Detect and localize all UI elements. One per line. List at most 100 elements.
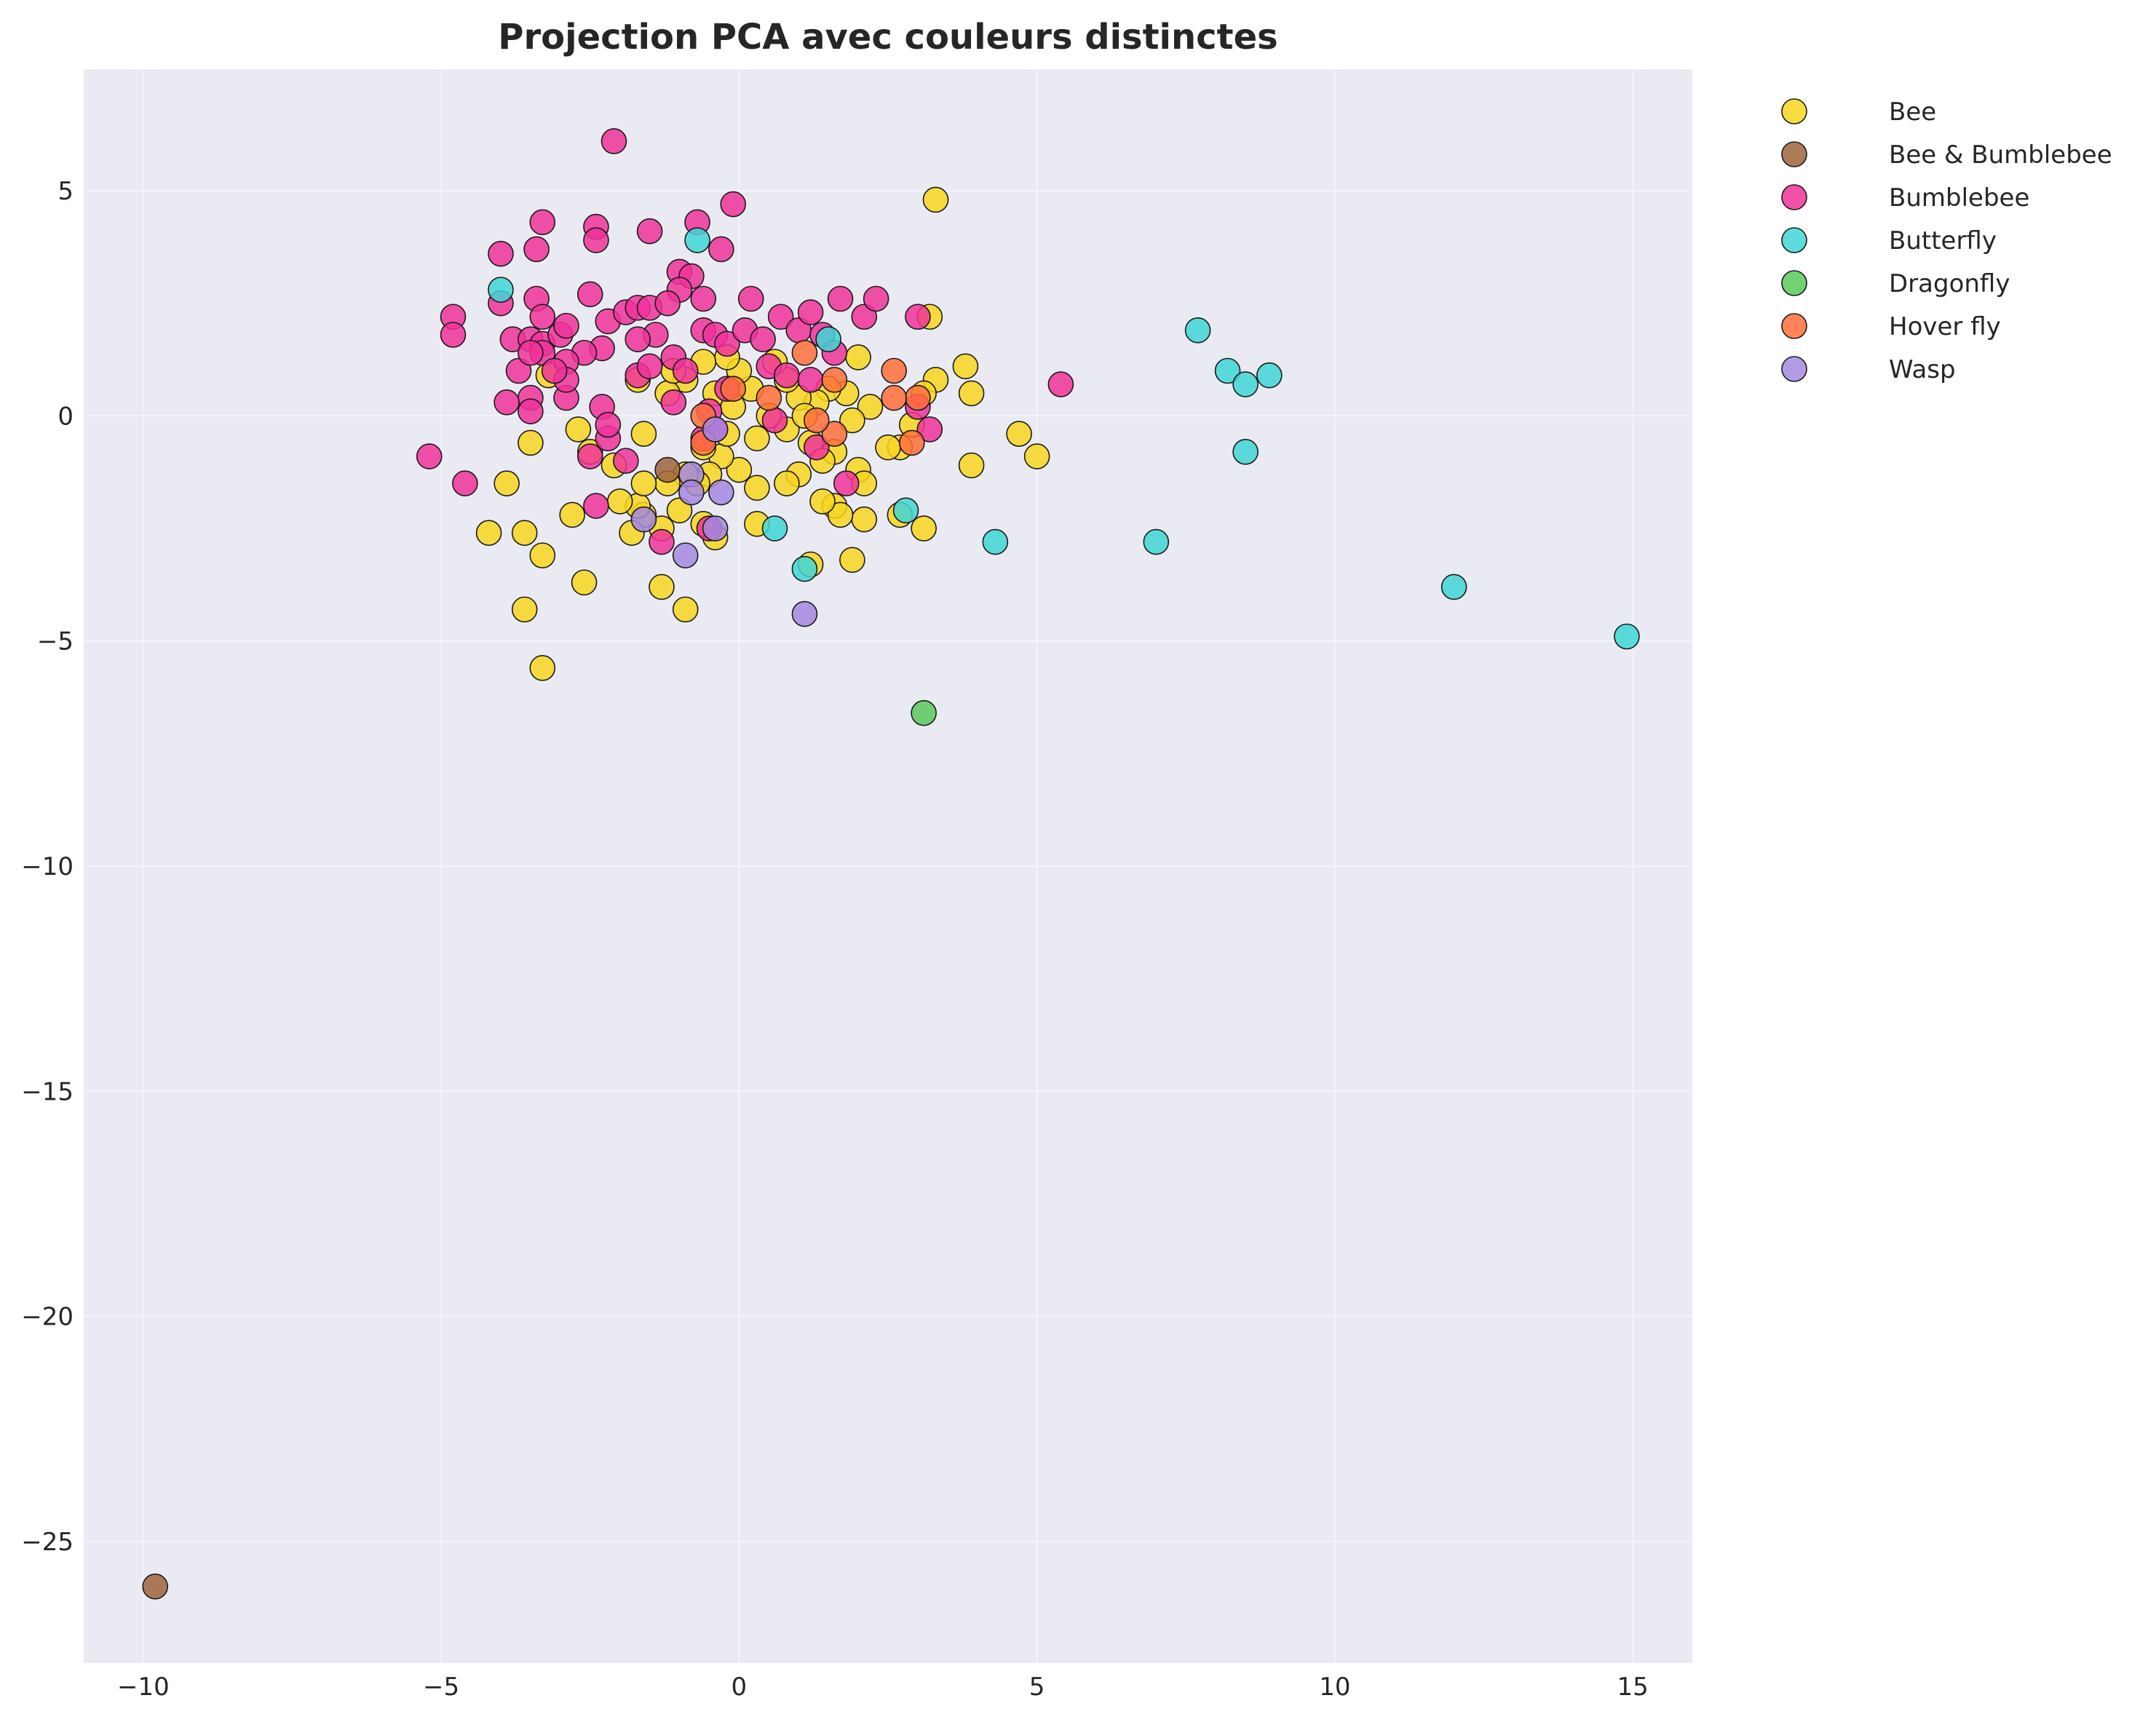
point-bumblebee	[690, 285, 717, 312]
point-bumblebee	[720, 191, 746, 218]
point-wasp	[702, 416, 729, 443]
point-bumblebee	[613, 448, 639, 475]
point-bee	[839, 547, 865, 574]
point-bee	[475, 520, 502, 547]
point-bee	[857, 394, 884, 420]
point-bee	[571, 569, 598, 596]
point-bumblebee	[916, 416, 943, 443]
point-bee	[529, 542, 556, 568]
point-butterfly	[761, 515, 788, 541]
point-bee	[922, 186, 949, 213]
point-hover-fly	[821, 421, 848, 447]
point-bee-bumblebee	[142, 1574, 169, 1600]
point-wasp	[672, 542, 699, 568]
point-butterfly	[1256, 362, 1283, 389]
point-hover-fly	[905, 384, 931, 411]
point-bumblebee	[827, 285, 854, 312]
y-tick-label: −20	[21, 1303, 74, 1332]
y-tick-label: −15	[21, 1077, 74, 1106]
point-bumblebee	[416, 443, 443, 469]
point-hover-fly	[720, 376, 746, 402]
point-butterfly	[892, 497, 919, 524]
point-butterfly	[1143, 528, 1170, 555]
point-hover-fly	[803, 407, 830, 434]
point-bumblebee	[576, 281, 603, 308]
point-butterfly	[684, 227, 710, 253]
point-bumblebee	[440, 322, 467, 348]
point-bumblebee	[494, 389, 520, 416]
y-tick-label: −25	[21, 1528, 74, 1557]
point-bee	[958, 380, 985, 407]
legend-label: Bee	[1889, 98, 1936, 127]
point-bumblebee	[767, 303, 794, 330]
y-tick-label: −5	[37, 627, 74, 656]
legend-marker-bee	[1781, 98, 1807, 124]
point-bee	[839, 407, 865, 434]
point-bee	[809, 488, 836, 515]
point-bee	[529, 654, 556, 681]
legend-item-bee: Bee	[1781, 98, 1936, 127]
point-bumblebee	[797, 299, 824, 325]
point-bumblebee	[774, 362, 800, 389]
data-points	[142, 128, 1640, 1600]
point-bee	[726, 456, 753, 483]
point-bumblebee	[1047, 371, 1074, 397]
point-bumblebee	[803, 434, 830, 461]
point-bee	[911, 515, 937, 541]
point-bee	[649, 574, 675, 600]
point-bumblebee	[529, 303, 556, 330]
point-bumblebee	[714, 330, 740, 357]
legend-label: Bumblebee	[1889, 183, 2029, 213]
point-bumblebee	[833, 470, 860, 496]
point-bumblebee	[737, 285, 764, 312]
point-bumblebee	[505, 357, 532, 384]
point-bee	[565, 416, 592, 443]
point-butterfly	[1232, 371, 1259, 397]
x-tick-label: 10	[1319, 1673, 1350, 1702]
legend-item-dragonfly: Dragonfly	[1781, 269, 2010, 298]
point-bumblebee	[541, 357, 568, 384]
point-bumblebee	[851, 303, 878, 330]
point-bumblebee	[660, 389, 687, 416]
point-bee	[958, 452, 985, 479]
x-tick-label: −5	[423, 1673, 459, 1702]
legend-item-butterfly: Butterfly	[1781, 226, 1997, 255]
y-tick-label: −10	[21, 852, 74, 881]
point-bee	[511, 520, 538, 547]
legend-marker-hover-fly	[1781, 313, 1807, 339]
point-bumblebee	[523, 236, 550, 263]
point-butterfly	[1614, 623, 1640, 650]
point-bee	[559, 501, 585, 528]
point-bumblebee	[583, 227, 609, 253]
legend-item-bumblebee: Bumblebee	[1781, 183, 2029, 213]
point-bee-bumblebee	[654, 456, 681, 483]
point-butterfly	[815, 326, 841, 352]
point-bee	[511, 596, 538, 623]
point-bumblebee	[761, 407, 788, 434]
point-bee	[774, 470, 800, 496]
point-bumblebee	[518, 398, 544, 424]
legend-item-bee-bumblebee: Bee & Bumblebee	[1781, 140, 2112, 170]
point-bee	[952, 353, 979, 380]
point-hover-fly	[881, 357, 907, 384]
y-tick-label: 0	[58, 402, 74, 431]
point-bumblebee	[452, 470, 478, 496]
point-bumblebee	[750, 326, 776, 352]
point-bumblebee	[518, 339, 544, 366]
legend-item-hover-fly: Hover fly	[1781, 312, 2001, 341]
point-wasp	[702, 515, 729, 541]
point-bumblebee	[625, 326, 651, 352]
point-butterfly	[1232, 439, 1259, 465]
x-tick-label: 15	[1617, 1673, 1649, 1702]
point-bumblebee	[636, 353, 663, 380]
point-wasp	[630, 506, 657, 533]
point-bee	[744, 475, 770, 501]
point-dragonfly	[911, 699, 937, 726]
point-hover-fly	[898, 429, 925, 456]
point-bumblebee	[905, 303, 931, 330]
point-bee	[845, 344, 871, 370]
point-bee	[875, 434, 901, 461]
point-bee	[672, 596, 699, 623]
point-butterfly	[1214, 357, 1241, 384]
